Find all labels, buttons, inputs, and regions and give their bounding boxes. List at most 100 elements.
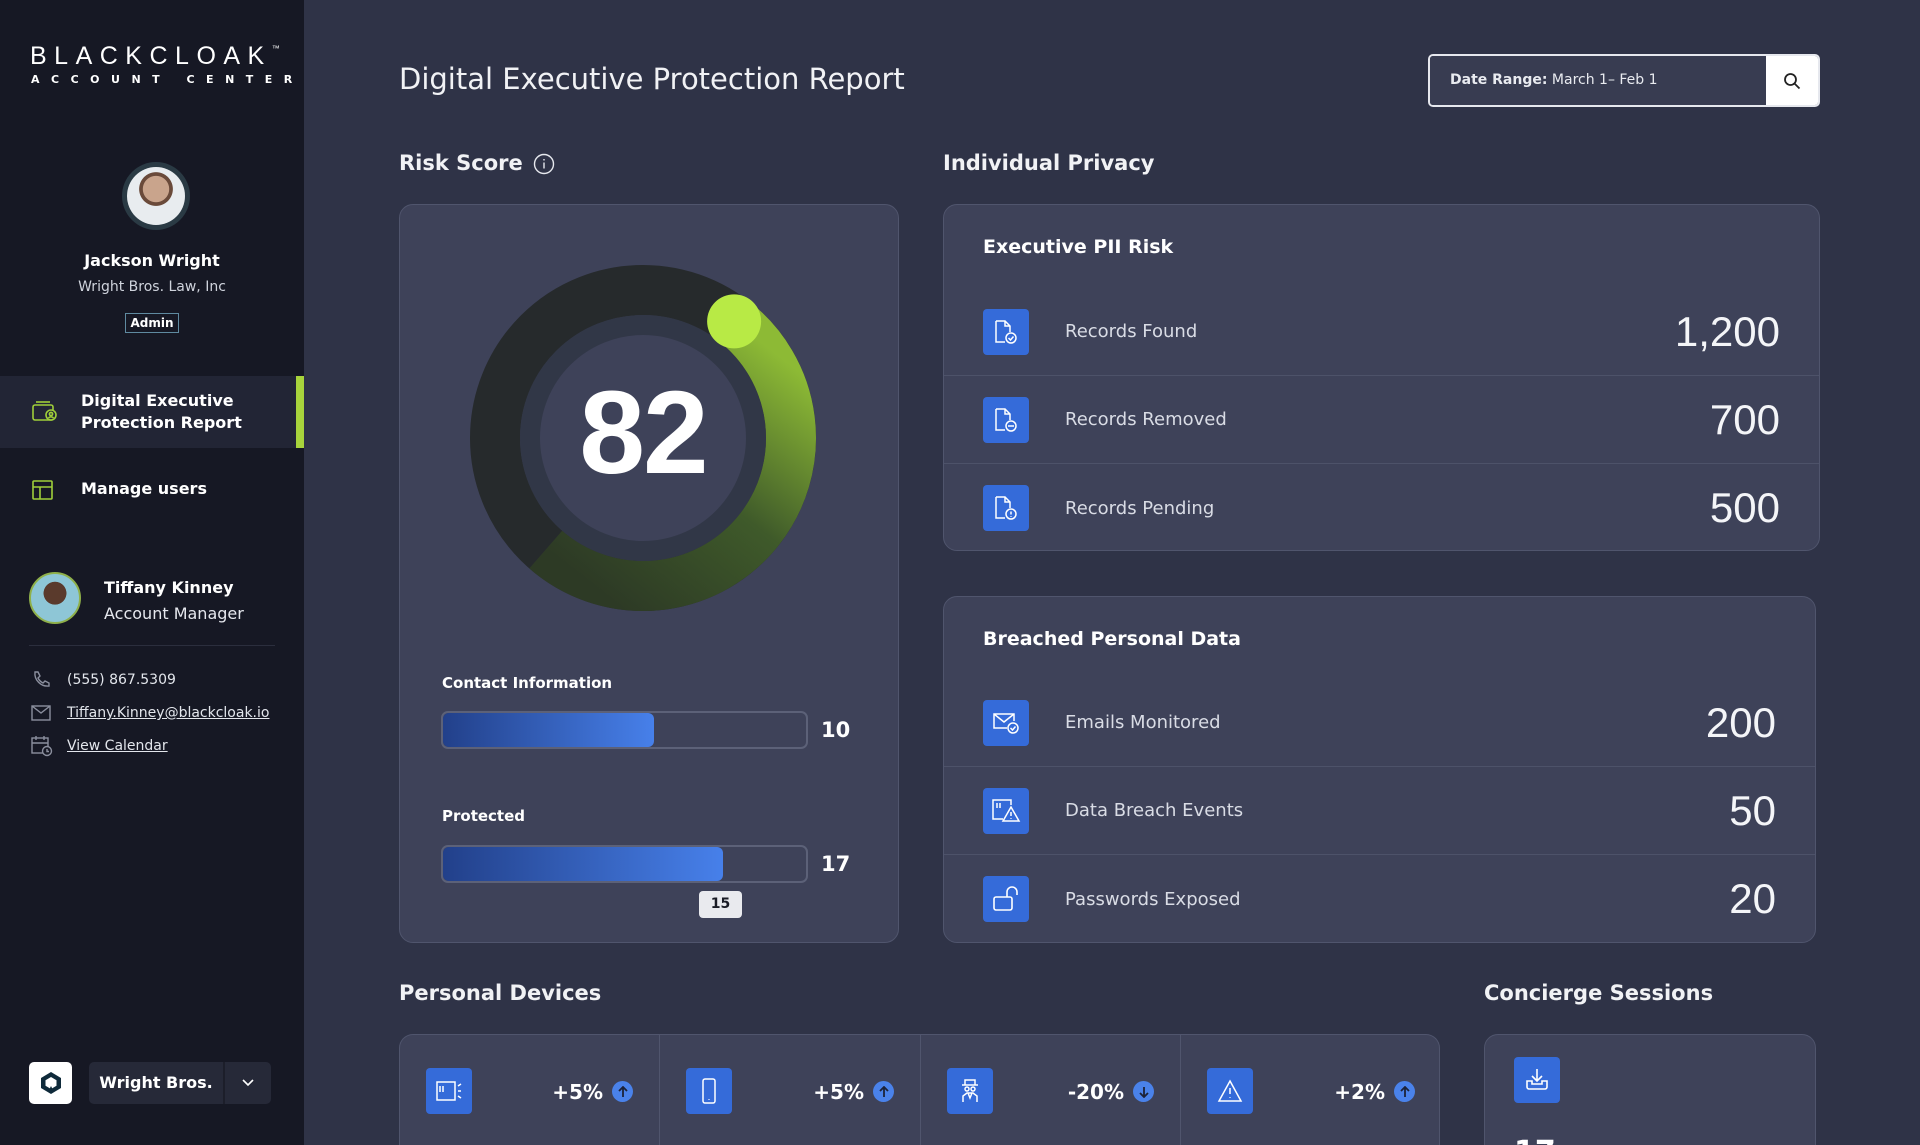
row-label: Records Removed — [1065, 409, 1227, 430]
mail-check-icon — [983, 699, 1029, 746]
org-switcher-label: Wright Bros. — [89, 1062, 225, 1104]
row-value: 1,200 — [1674, 307, 1780, 355]
calendar-clock-icon — [31, 736, 53, 757]
device-stat-phone[interactable]: +5% — [660, 1035, 921, 1145]
manager-title: Account Manager — [104, 604, 244, 623]
unlock-icon — [983, 876, 1029, 922]
page-title: Digital Executive Protection Report — [399, 62, 905, 96]
risk-score-heading: Risk Score — [399, 151, 523, 175]
inbox-download-icon — [1514, 1057, 1560, 1103]
personal-devices-card: +5% +5% -20% +2% — [399, 1034, 1440, 1145]
arrow-down-icon — [1133, 1081, 1154, 1102]
row-value: 50 — [1729, 786, 1776, 834]
manager-phone: (555) 867.5309 — [67, 672, 176, 688]
sidebar-item-label: Digital Executive Protection Report — [81, 391, 242, 432]
row-value: 700 — [1709, 395, 1780, 443]
progress-value: 10 — [821, 718, 851, 742]
file-check-icon — [983, 308, 1029, 355]
user-company: Wright Bros. Law, Inc — [78, 279, 226, 295]
file-minus-icon — [983, 396, 1029, 443]
card-title: Executive PII Risk — [983, 236, 1174, 258]
row-value: 20 — [1729, 875, 1776, 922]
arrow-up-icon — [1394, 1081, 1415, 1102]
personal-devices-heading: Personal Devices — [399, 981, 602, 1005]
brand-subtitle: ACCOUNT CENTER — [31, 73, 304, 86]
device-stat-computer[interactable]: +5% — [400, 1035, 660, 1145]
change-value: +5% — [813, 1080, 864, 1104]
card-title: Breached Personal Data — [983, 628, 1241, 650]
progress-marker-tooltip: 15 — [699, 891, 742, 918]
file-alert-icon — [983, 485, 1029, 531]
manager-email-link[interactable]: Tiffany.Kinney@blackcloak.io — [67, 705, 270, 721]
warning-icon — [1207, 1068, 1253, 1114]
row-value: 500 — [1709, 484, 1780, 531]
list-item-data-breach-events[interactable]: Data Breach Events 50 — [944, 767, 1815, 855]
progress-fill — [443, 847, 723, 881]
org-hex-logo-icon — [40, 1072, 61, 1094]
row-value: 200 — [1705, 698, 1776, 746]
org-logo — [29, 1062, 72, 1104]
date-range-input[interactable]: Date Range: March 1– Feb 1 — [1430, 56, 1766, 105]
user-name: Jackson Wright — [84, 251, 220, 270]
row-label: Records Found — [1065, 321, 1198, 342]
list-item-emails-monitored[interactable]: Emails Monitored 200 — [944, 679, 1815, 767]
change-value: +2% — [1334, 1080, 1385, 1104]
role-badge: Admin — [125, 313, 179, 333]
device-stat-spy[interactable]: -20% — [921, 1035, 1181, 1145]
row-label: Data Breach Events — [1065, 800, 1244, 821]
progress-value: 17 — [821, 852, 851, 876]
org-switcher-dropdown[interactable]: Wright Bros. — [89, 1062, 271, 1104]
device-stat-warning[interactable]: +2% — [1181, 1035, 1439, 1145]
risk-score-value: 82 — [579, 367, 708, 499]
gauge-knob — [707, 294, 762, 349]
arrow-up-icon — [873, 1081, 894, 1102]
phone-icon — [686, 1068, 732, 1114]
list-item-records-found[interactable]: Records Found 1,200 — [944, 288, 1819, 376]
search-icon — [1784, 72, 1801, 89]
row-label: Emails Monitored — [1065, 712, 1221, 733]
concierge-sessions-heading: Concierge Sessions — [1484, 981, 1714, 1005]
protected-bar — [441, 845, 808, 883]
user-avatar[interactable] — [122, 162, 190, 230]
divider — [29, 645, 275, 646]
change-value: -20% — [1067, 1080, 1124, 1104]
concierge-sessions-card: 17 — [1484, 1034, 1816, 1145]
list-item-records-pending[interactable]: Records Pending 500 — [944, 464, 1819, 552]
wallet-user-icon — [32, 401, 57, 421]
manager-avatar — [29, 572, 81, 624]
sidebar-item-protection-report[interactable]: Digital Executive Protection Report — [0, 376, 304, 448]
risk-score-gauge — [470, 265, 816, 611]
progress-label: Contact Information — [442, 674, 613, 692]
search-button[interactable] — [1766, 56, 1818, 105]
executive-pii-risk-card: Executive PII Risk Records Found 1,200 R… — [943, 204, 1820, 551]
info-icon[interactable] — [533, 153, 555, 175]
list-item-records-removed[interactable]: Records Removed 700 — [944, 376, 1819, 464]
chevron-down-icon[interactable] — [225, 1062, 271, 1104]
individual-privacy-heading: Individual Privacy — [943, 151, 1155, 175]
brand-logo[interactable]: BLACKCLOAK™ — [30, 42, 280, 70]
layout-icon — [32, 480, 53, 500]
concierge-sessions-value: 17 — [1514, 1135, 1556, 1145]
breach-warning-icon — [983, 787, 1029, 834]
row-label: Passwords Exposed — [1065, 888, 1241, 910]
active-indicator — [296, 376, 304, 448]
arrow-up-icon — [612, 1081, 633, 1102]
sidebar-item-manage-users[interactable]: Manage users — [0, 468, 304, 510]
row-label: Records Pending — [1065, 497, 1215, 519]
sidebar-item-label: Manage users — [81, 479, 207, 498]
progress-fill — [443, 713, 654, 747]
computer-icon — [426, 1068, 472, 1114]
progress-label: Protected — [442, 807, 526, 825]
contact-information-bar — [441, 711, 808, 749]
gauge-inner-ring — [520, 315, 766, 561]
view-calendar-link[interactable]: View Calendar — [67, 738, 168, 754]
risk-score-card: 82 Contact Information 10 Protected 17 1… — [399, 204, 899, 943]
mail-icon — [31, 705, 51, 721]
sidebar: BLACKCLOAK™ ACCOUNT CENTER Jackson Wrigh… — [0, 0, 304, 1145]
manager-name: Tiffany Kinney — [104, 578, 234, 597]
change-value: +5% — [552, 1080, 603, 1104]
phone-icon — [34, 671, 50, 687]
date-range-field[interactable]: Date Range: March 1– Feb 1 — [1428, 54, 1820, 107]
list-item-passwords-exposed[interactable]: Passwords Exposed 20 — [944, 855, 1815, 943]
breached-personal-data-card: Breached Personal Data Emails Monitored … — [943, 596, 1816, 943]
